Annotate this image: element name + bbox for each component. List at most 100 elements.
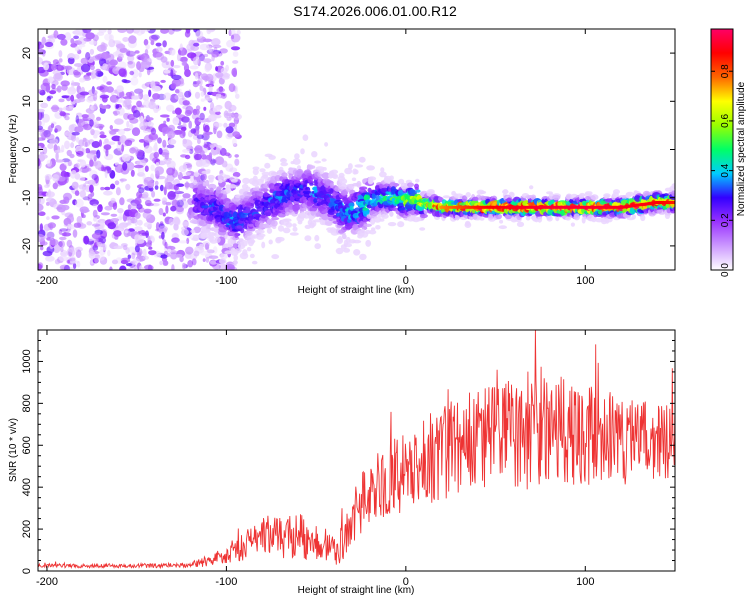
heatmap-cell <box>59 236 67 241</box>
heatmap-cell <box>317 201 325 205</box>
heatmap-cell <box>271 254 280 260</box>
heatmap-cell <box>193 42 200 47</box>
heatmap-cell <box>64 140 70 150</box>
heatmap-cell <box>99 131 105 136</box>
heatmap-cell <box>214 156 225 166</box>
heatmap-cell <box>118 222 128 229</box>
heatmap-cell <box>111 259 119 265</box>
heatmap-cell <box>171 29 182 32</box>
heatmap-cell <box>613 189 620 195</box>
heatmap-cell <box>148 246 153 250</box>
heatmap-cell <box>38 154 48 160</box>
heatmap-cell <box>604 194 610 200</box>
heatmap-cell <box>167 248 172 253</box>
heatmap-cell <box>322 167 327 171</box>
heatmap-cell <box>219 258 227 265</box>
heatmap-cell <box>115 104 120 109</box>
heatmap-cell <box>41 110 45 119</box>
heatmap-cell <box>45 85 51 93</box>
heatmap-cell <box>94 257 99 264</box>
heatmap-cell <box>38 120 42 126</box>
heatmap-cell <box>195 30 204 39</box>
heatmap-cell <box>47 189 52 198</box>
heatmap-cell <box>324 221 333 226</box>
heatmap-cell <box>122 244 128 251</box>
heatmap-cell <box>55 151 59 161</box>
heatmap-cell <box>75 162 81 169</box>
heatmap-cell <box>163 186 167 196</box>
heatmap-cell <box>560 209 565 216</box>
heatmap-cell <box>270 198 279 205</box>
heatmap-cell <box>58 98 65 103</box>
heatmap-cell <box>80 63 91 73</box>
heatmap-cell <box>302 190 311 194</box>
heatmap-cell <box>46 133 55 140</box>
heatmap-cell <box>251 260 258 265</box>
heatmap-cell <box>142 191 149 199</box>
heatmap-cell <box>105 148 109 157</box>
heatmap-cell <box>71 134 77 142</box>
heatmap-cell <box>203 135 208 143</box>
heatmap-cell <box>204 124 210 133</box>
heatmap-cell <box>245 186 251 192</box>
heatmap-cell <box>152 51 163 58</box>
heatmap-cell <box>329 182 334 188</box>
heatmap-cell <box>210 80 214 85</box>
heatmap-cell <box>143 39 149 46</box>
heatmap-cell <box>199 43 210 51</box>
heatmap-cell <box>224 100 232 110</box>
heatmap-cell <box>389 211 394 217</box>
heatmap-cell <box>102 75 108 83</box>
colorbar-tick-label: 0.4 <box>720 163 731 177</box>
heatmap-cell <box>144 49 149 56</box>
heatmap-cell <box>44 184 50 189</box>
heatmap-cell <box>161 197 168 205</box>
heatmap-cell <box>171 199 180 208</box>
heatmap-cell <box>203 97 213 101</box>
heatmap-cell <box>397 221 405 228</box>
heatmap-cell <box>155 104 159 112</box>
heatmap-cell <box>171 169 178 178</box>
heatmap-cell <box>67 86 77 95</box>
heatmap-cell <box>94 160 102 170</box>
x-tick-label: -200 <box>36 576 58 588</box>
heatmap-cell <box>54 259 61 265</box>
heatmap-cell <box>71 181 79 189</box>
heatmap-cell <box>495 213 503 220</box>
heatmap-cell <box>242 249 248 256</box>
heatmap-cell <box>671 202 675 209</box>
heatmap-cell <box>98 220 105 230</box>
heatmap-cell <box>129 265 138 270</box>
heatmap-cell <box>352 239 362 244</box>
snr-frame <box>37 329 676 572</box>
heatmap-cell <box>275 236 285 242</box>
heatmap-cell <box>362 207 369 211</box>
heatmap-cell <box>178 91 184 98</box>
heatmap-cell <box>261 241 266 249</box>
heatmap-cell <box>138 72 142 78</box>
heatmap-cell <box>202 173 207 181</box>
heatmap-cell <box>198 219 208 227</box>
heatmap-cell <box>223 73 231 78</box>
heatmap-cell <box>234 232 239 238</box>
heatmap-cell <box>631 214 636 220</box>
heatmap-cell <box>310 165 316 169</box>
heatmap-cell <box>634 195 642 202</box>
heatmap-cell <box>64 32 72 41</box>
heatmap-cell <box>314 234 320 242</box>
heatmap-cell <box>311 151 318 158</box>
heatmap-cell <box>148 89 152 98</box>
heatmap-cell <box>176 199 184 208</box>
heatmap-cell <box>89 199 99 206</box>
snr-line <box>38 330 675 570</box>
heatmap-cell <box>192 56 200 66</box>
heatmap-cell <box>60 246 64 253</box>
heatmap-cell <box>348 163 353 170</box>
heatmap-cell <box>110 218 120 222</box>
heatmap-cell <box>200 91 205 97</box>
heatmap-cell <box>114 118 124 125</box>
heatmap-cell <box>292 205 300 212</box>
heatmap-cell <box>119 90 125 99</box>
heatmap-cell <box>133 109 141 118</box>
